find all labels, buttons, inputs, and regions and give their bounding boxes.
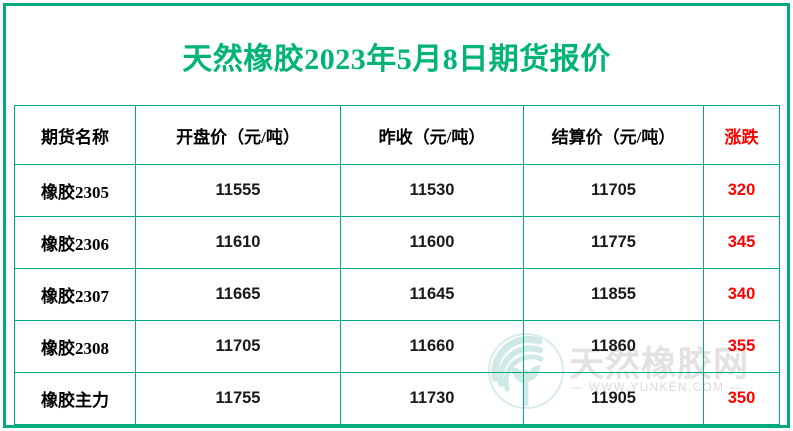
cell-prev-close: 11660 (340, 320, 524, 373)
cell-settlement-price: 11705 (523, 164, 704, 217)
cell-settlement-price: 11775 (523, 216, 704, 269)
table-row: 橡胶2306 11610 11600 11775 345 (14, 216, 780, 269)
cell-prev-close: 11600 (340, 216, 524, 269)
column-header-name: 期货名称 (14, 105, 136, 165)
column-header-settlement-price: 结算价（元/吨） (523, 105, 704, 165)
cell-open-price: 11665 (135, 268, 341, 321)
cell-settlement-price: 11860 (523, 320, 704, 373)
table-row: 橡胶2308 11705 11660 11860 355 (14, 320, 780, 373)
cell-contract-name: 橡胶2308 (14, 320, 136, 373)
cell-open-price: 11555 (135, 164, 341, 217)
column-header-change: 涨跌 (703, 105, 780, 165)
cell-contract-name: 橡胶2307 (14, 268, 136, 321)
cell-contract-name: 橡胶2305 (14, 164, 136, 217)
table-header-row: 期货名称 开盘价（元/吨） 昨收（元/吨） 结算价（元/吨） 涨跌 (14, 105, 780, 165)
cell-settlement-price: 11905 (523, 372, 704, 425)
table-row: 橡胶主力 11755 11730 11905 350 (14, 372, 780, 425)
column-header-open-price: 开盘价（元/吨） (135, 105, 341, 165)
cell-change: 350 (703, 372, 780, 425)
cell-settlement-price: 11855 (523, 268, 704, 321)
cell-change: 345 (703, 216, 780, 269)
cell-open-price: 11705 (135, 320, 341, 373)
cell-contract-name: 橡胶主力 (14, 372, 136, 425)
cell-prev-close: 11730 (340, 372, 524, 425)
cell-change: 355 (703, 320, 780, 373)
page-border (3, 3, 790, 428)
table-row: 橡胶2305 11555 11530 11705 320 (14, 164, 780, 217)
column-header-prev-close: 昨收（元/吨） (340, 105, 524, 165)
cell-change: 340 (703, 268, 780, 321)
cell-prev-close: 11645 (340, 268, 524, 321)
cell-prev-close: 11530 (340, 164, 524, 217)
cell-open-price: 11610 (135, 216, 341, 269)
cell-contract-name: 橡胶2306 (14, 216, 136, 269)
cell-change: 320 (703, 164, 780, 217)
futures-quote-table: 期货名称 开盘价（元/吨） 昨收（元/吨） 结算价（元/吨） 涨跌 橡胶2305… (14, 105, 780, 425)
table-row: 橡胶2307 11665 11645 11855 340 (14, 268, 780, 321)
cell-open-price: 11755 (135, 372, 341, 425)
page-title: 天然橡胶2023年5月8日期货报价 (182, 43, 611, 76)
